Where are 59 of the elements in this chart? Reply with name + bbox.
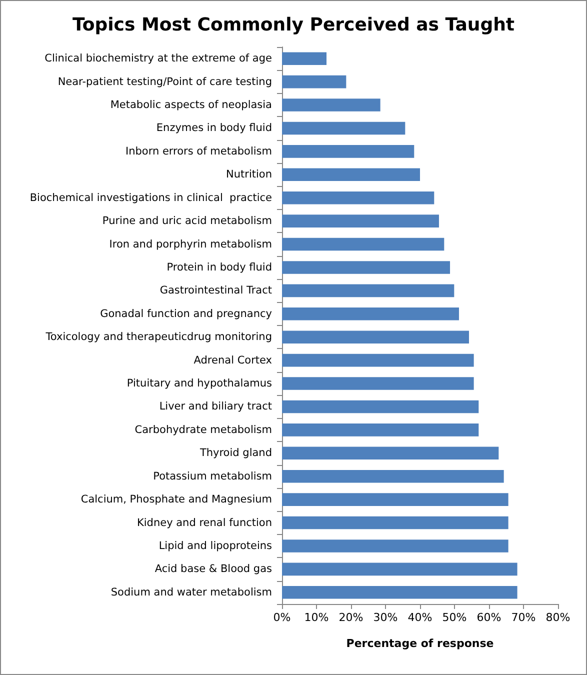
bar (282, 238, 444, 251)
bar (282, 424, 479, 436)
x-tick-label: 30% (373, 611, 398, 624)
bar (282, 354, 474, 367)
bar (282, 470, 504, 483)
y-tick-label: Potassium metabolism (153, 470, 272, 482)
y-tick-label: Pituitary and hypothalamus (126, 378, 272, 390)
x-tick-label: 70% (511, 611, 536, 624)
bar (282, 516, 508, 530)
bar (282, 377, 474, 390)
bar (282, 122, 406, 135)
bar (282, 540, 508, 552)
bar (282, 586, 518, 599)
bar (282, 214, 439, 228)
bar (282, 191, 434, 204)
y-tick-label: Gastrointestinal Tract (160, 284, 272, 297)
bar (282, 52, 327, 65)
y-tick-label: Carbohydrate metabolism (134, 424, 272, 436)
y-tick-label: Calcium, Phosphate and Magnesium (80, 494, 272, 506)
bar (282, 493, 508, 506)
y-tick-label: Biochemical investigations in clinical practice (30, 192, 272, 204)
y-tick-label: Protein in body fluid (166, 261, 272, 274)
y-tick-label: Acid base & Blood gas (154, 563, 272, 576)
bar (282, 400, 479, 414)
x-tick-label: 60% (476, 611, 502, 624)
bar (282, 145, 414, 158)
y-tick-label: Kidney and renal function (136, 516, 272, 529)
bar (282, 308, 459, 320)
y-tick-label: Purine and uric acid metabolism (102, 215, 272, 228)
x-tick-label: 40% (408, 611, 432, 624)
y-tick-label: Near-patient testing/Point of care testing (58, 76, 272, 88)
bar (282, 446, 499, 460)
bar (282, 284, 454, 298)
y-tick-label: Metabolic aspects of neoplasia (110, 99, 272, 112)
y-tick-label: Enzymes in body fluid (156, 122, 272, 134)
y-tick-label: Inborn errors of metabolism (125, 145, 272, 158)
y-tick-label: Sodium and water metabolism (110, 586, 272, 598)
y-tick-label: Liver and biliary tract (159, 400, 272, 413)
y-tick-label: Adrenal Cortex (194, 354, 272, 366)
x-axis-title: Percentage of response (346, 637, 494, 650)
x-tick-label: 10% (304, 611, 329, 624)
y-tick-label: Gonadal function and pregnancy (100, 308, 272, 320)
x-tick-label: 80% (546, 611, 570, 624)
y-tick-label: Nutrition (226, 168, 272, 181)
y-tick-label: Thyroid gland (198, 447, 272, 460)
y-tick-label: Lipid and lipoproteins (158, 540, 272, 552)
bar (282, 562, 518, 576)
x-tick-label: 50% (442, 611, 467, 624)
bar (282, 261, 450, 274)
x-tick-label: 20% (338, 611, 364, 624)
y-tick-label: Clinical biochemistry at the extreme of age (44, 52, 272, 65)
bar (282, 168, 420, 182)
bar (282, 330, 469, 344)
bar (282, 98, 380, 112)
y-tick-label: Toxicology and therapeuticdrug monitoring (44, 331, 272, 344)
chart-title: Topics Most Commonly Perceived as Taught (72, 14, 515, 36)
y-tick-label: Iron and porphyrin metabolism (109, 238, 272, 250)
bar (282, 75, 346, 88)
x-tick-label: 0% (273, 611, 291, 624)
